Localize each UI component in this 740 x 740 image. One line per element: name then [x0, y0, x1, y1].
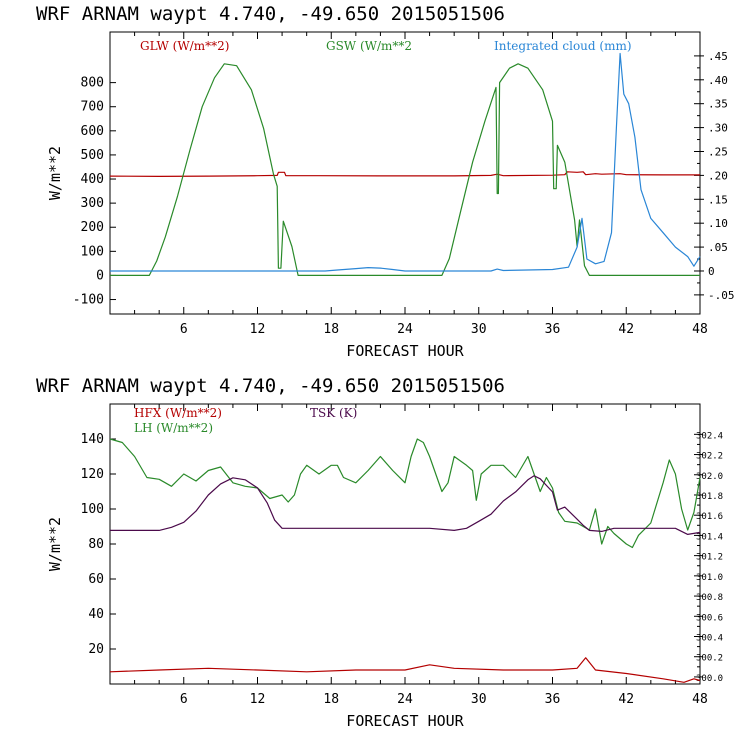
y2-tick-label: 300.0 — [696, 674, 723, 684]
x-tick-label: 18 — [323, 692, 339, 707]
y2-tick-label: 301.6 — [696, 512, 723, 522]
y2-tick-label: .40 — [708, 74, 728, 87]
y2-tick-label: .05 — [708, 241, 728, 254]
x-axis-label: FORECAST HOUR — [346, 342, 464, 360]
y2-tick-label: .15 — [708, 193, 728, 206]
y-tick-label: 20 — [88, 642, 104, 657]
y-tick-label: 140 — [81, 432, 104, 447]
y2-tick-label: 302.2 — [696, 452, 723, 462]
y2-tick-label: .45 — [708, 50, 728, 63]
x-tick-label: 36 — [545, 322, 561, 337]
series-line-lh — [109, 438, 701, 549]
y2-tick-label: 301.2 — [696, 553, 723, 563]
y-tick-label: 100 — [81, 502, 104, 517]
x-tick-label: 6 — [180, 322, 188, 337]
y2-tick-label: 301.4 — [696, 532, 723, 542]
y2-tick-label: 301.0 — [696, 573, 723, 583]
x-axis-label: FORECAST HOUR — [346, 712, 464, 730]
series-line-glw — [109, 171, 700, 177]
chart-panel-1: WRF ARNAM waypt 4.740, -49.650 201505150… — [36, 3, 735, 360]
y-tick-label: 120 — [81, 467, 104, 482]
y-axis-label: W/m**2 — [46, 517, 64, 571]
y2-tick-label: .30 — [708, 122, 728, 135]
series-line-integrated — [110, 52, 701, 272]
y2-tick-label: 302.0 — [696, 472, 723, 482]
y-tick-label: 60 — [88, 572, 104, 587]
y2-tick-label: 0 — [708, 265, 715, 278]
y2-tick-label: 300.2 — [696, 654, 723, 664]
legend-hfx: HFX (W/m**2) — [134, 406, 222, 420]
y2-tick-label: .35 — [708, 98, 728, 111]
x-tick-label: 30 — [471, 322, 487, 337]
y-tick-label: 700 — [81, 100, 104, 115]
x-tick-label: 18 — [323, 322, 339, 337]
y2-tick-label: 302.4 — [696, 431, 723, 441]
y2-tick-label: .20 — [708, 169, 728, 182]
y2-tick-label: .25 — [708, 145, 728, 158]
x-tick-label: 48 — [692, 322, 708, 337]
series-line-gsw — [110, 63, 700, 276]
y-tick-label: 500 — [81, 148, 104, 163]
x-tick-label: 24 — [397, 692, 413, 707]
legend-glw: GLW (W/m**2) — [140, 39, 229, 53]
y2-tick-label: .10 — [708, 217, 728, 230]
y2-tick-label: 300.8 — [696, 593, 723, 603]
y-tick-label: 600 — [81, 124, 104, 139]
y2-tick-label: 301.8 — [696, 492, 723, 502]
y2-tick-label: 300.4 — [696, 633, 723, 643]
y2-tick-label: -.05 — [708, 289, 735, 302]
series-line-hfx — [109, 657, 701, 683]
x-tick-label: 24 — [397, 322, 413, 337]
legend-lh: LH (W/m**2) — [134, 421, 213, 435]
chart-title: WRF ARNAM waypt 4.740, -49.650 201505150… — [36, 375, 505, 397]
x-tick-label: 12 — [250, 322, 266, 337]
y-axis-label: W/m**2 — [46, 146, 64, 200]
y-tick-label: 0 — [96, 268, 104, 283]
x-tick-label: 42 — [618, 692, 634, 707]
plot-frame — [109, 403, 701, 685]
legend-tsk: TSK (K) — [310, 406, 357, 420]
x-tick-label: 42 — [618, 322, 634, 337]
y-tick-label: 200 — [81, 220, 104, 235]
x-tick-label: 30 — [471, 692, 487, 707]
y-tick-label: 800 — [81, 76, 104, 91]
x-tick-label: 48 — [692, 692, 708, 707]
chart-title: WRF ARNAM waypt 4.740, -49.650 201505150… — [36, 3, 505, 25]
y-tick-label: 80 — [88, 537, 104, 552]
x-tick-label: 36 — [545, 692, 561, 707]
y-tick-label: -100 — [73, 293, 104, 308]
chart-panel-2: WRF ARNAM waypt 4.740, -49.650 201505150… — [36, 375, 723, 730]
y-tick-label: 400 — [81, 172, 104, 187]
y-tick-label: 40 — [88, 607, 104, 622]
y2-tick-label: 300.6 — [696, 613, 723, 623]
y-tick-label: 300 — [81, 196, 104, 211]
y-tick-label: 100 — [81, 244, 104, 259]
series-line-tsk — [110, 475, 701, 535]
x-tick-label: 12 — [250, 692, 266, 707]
legend-integrated: Integrated cloud (mm) — [494, 39, 632, 53]
plot-frame — [109, 31, 701, 315]
legend-gsw: GSW (W/m**2 — [326, 39, 412, 53]
x-tick-label: 6 — [180, 692, 188, 707]
